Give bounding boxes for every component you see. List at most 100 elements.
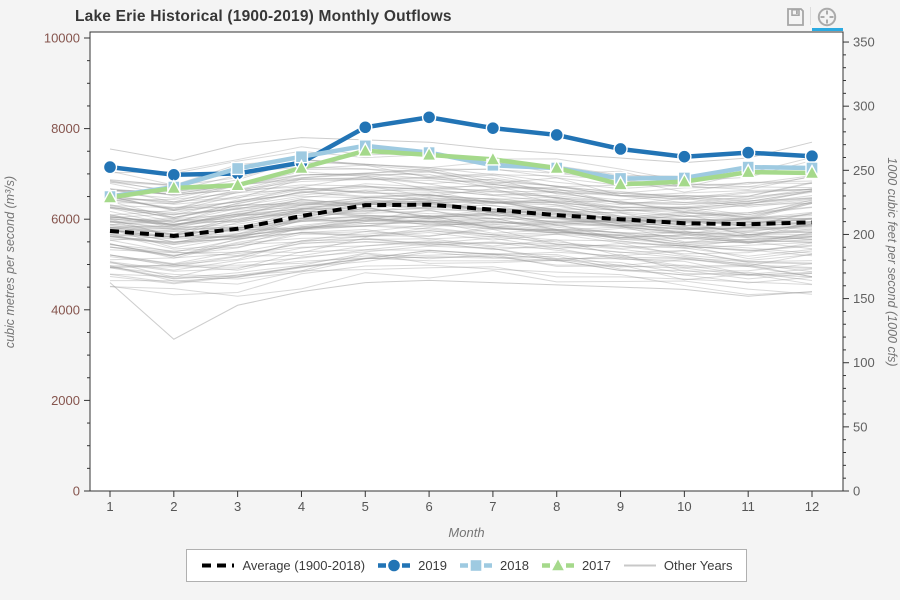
other-year-line — [109, 241, 813, 271]
other-year-line — [109, 162, 813, 192]
other-year-line — [109, 172, 813, 200]
x-tick-label: 5 — [362, 499, 369, 514]
other-year-line — [109, 217, 813, 249]
marker — [357, 141, 374, 157]
other-year-line — [109, 217, 813, 244]
active-tool-underline — [812, 28, 843, 31]
other-year-line — [109, 255, 813, 284]
other-year-line — [109, 219, 813, 243]
marker — [101, 188, 119, 204]
other-year-line — [109, 270, 813, 297]
right-axis: 0 50 100 150 200 250 300 350 — [843, 35, 875, 499]
other-year-line — [109, 257, 813, 280]
other-year-line — [109, 217, 813, 244]
other-year-line — [109, 266, 813, 286]
other-year-line — [109, 178, 813, 205]
other-year-line — [109, 245, 813, 272]
other-year-line — [109, 209, 813, 231]
other-year-line — [109, 241, 813, 268]
x-tick-label: 8 — [553, 499, 560, 514]
other-year-line — [109, 159, 813, 193]
plot-area — [90, 32, 843, 491]
other-year-line — [109, 230, 813, 257]
other-year-line — [109, 207, 813, 233]
other-year-line — [109, 253, 813, 284]
other-year-line — [109, 214, 813, 235]
other-year-line — [109, 177, 813, 197]
chart-title: Lake Erie Historical (1900-2019) Monthly… — [75, 8, 452, 25]
other-year-line — [109, 186, 813, 220]
other-year-line — [109, 191, 813, 221]
other-year-line — [109, 197, 813, 228]
legend-item-series-1: 2019 — [376, 558, 447, 573]
y-left-axis-title: cubic metres per second (m³/s) — [3, 176, 17, 348]
other-year-line — [109, 249, 813, 278]
marker — [485, 120, 501, 136]
x-tick-label: 4 — [298, 499, 305, 514]
marker — [612, 175, 629, 191]
marker — [165, 178, 182, 195]
other-year-line — [109, 186, 813, 212]
other-year-line — [109, 189, 813, 216]
y-right-tick-label: 150 — [853, 291, 875, 306]
chart-canvas[interactable]: 0 2000 4000 6000 8000 10000 0 50 100 150 200 250 300… — [0, 0, 900, 545]
marker — [102, 159, 118, 175]
toolbar-divider — [810, 7, 811, 25]
other-year-line — [109, 185, 813, 214]
other-year-line — [109, 210, 813, 235]
marker — [469, 558, 483, 573]
y-right-tick-label: 0 — [853, 484, 860, 499]
series-line-Average (1900-2018) — [109, 202, 813, 238]
save-icon[interactable] — [783, 5, 807, 29]
other-year-line — [109, 230, 813, 260]
marker — [613, 141, 628, 157]
other-year-line — [109, 194, 813, 220]
other-year-line — [109, 250, 813, 278]
other-year-line — [109, 184, 813, 210]
marker — [293, 159, 310, 175]
x-tick-label: 6 — [425, 499, 432, 514]
other-year-line — [109, 240, 813, 269]
legend-item-other-years: Other Years — [622, 558, 733, 573]
other-year-line — [109, 255, 813, 285]
marker — [740, 145, 756, 160]
y-left-tick-label: 4000 — [51, 302, 80, 317]
marker — [740, 163, 757, 179]
other-year-line — [109, 207, 813, 237]
left-axis: 0 2000 4000 6000 8000 10000 — [44, 31, 90, 499]
other-year-line — [109, 186, 813, 210]
marker — [484, 150, 502, 166]
other-year-line — [109, 177, 813, 204]
other-year-line — [109, 237, 813, 267]
other-year-line — [109, 232, 813, 257]
legend-swatch — [623, 564, 656, 567]
marker — [229, 176, 246, 192]
other-year-line — [109, 209, 813, 239]
hover-crosshair-icon[interactable] — [815, 5, 839, 29]
other-year-line — [109, 217, 812, 244]
other-year-line — [109, 196, 813, 219]
marker — [676, 172, 693, 188]
other-year-line — [109, 199, 813, 223]
x-tick-label: 9 — [617, 499, 624, 514]
other-year-line — [109, 214, 812, 245]
other-year-line — [109, 177, 813, 205]
y-left-tick-label: 6000 — [51, 212, 80, 227]
y-right-tick-label: 300 — [853, 99, 875, 114]
other-year-line — [109, 238, 813, 266]
marker — [230, 161, 245, 176]
other-year-line — [109, 222, 813, 241]
x-tick-label: 7 — [489, 499, 496, 514]
y-right-tick-label: 50 — [853, 419, 867, 434]
series-markers-2017 — [101, 141, 821, 204]
series-line-2017 — [109, 148, 813, 200]
legend-swatch — [202, 563, 235, 568]
y-right-tick-label: 250 — [853, 163, 875, 178]
marker — [677, 149, 692, 164]
y-left-tick-label: 2000 — [51, 393, 80, 408]
other-year-line — [109, 159, 813, 188]
legend-label: 2019 — [418, 558, 448, 573]
legend-item-series-0: Average (1900-2018) — [200, 558, 365, 573]
other-year-line — [109, 210, 813, 240]
marker — [549, 558, 567, 572]
